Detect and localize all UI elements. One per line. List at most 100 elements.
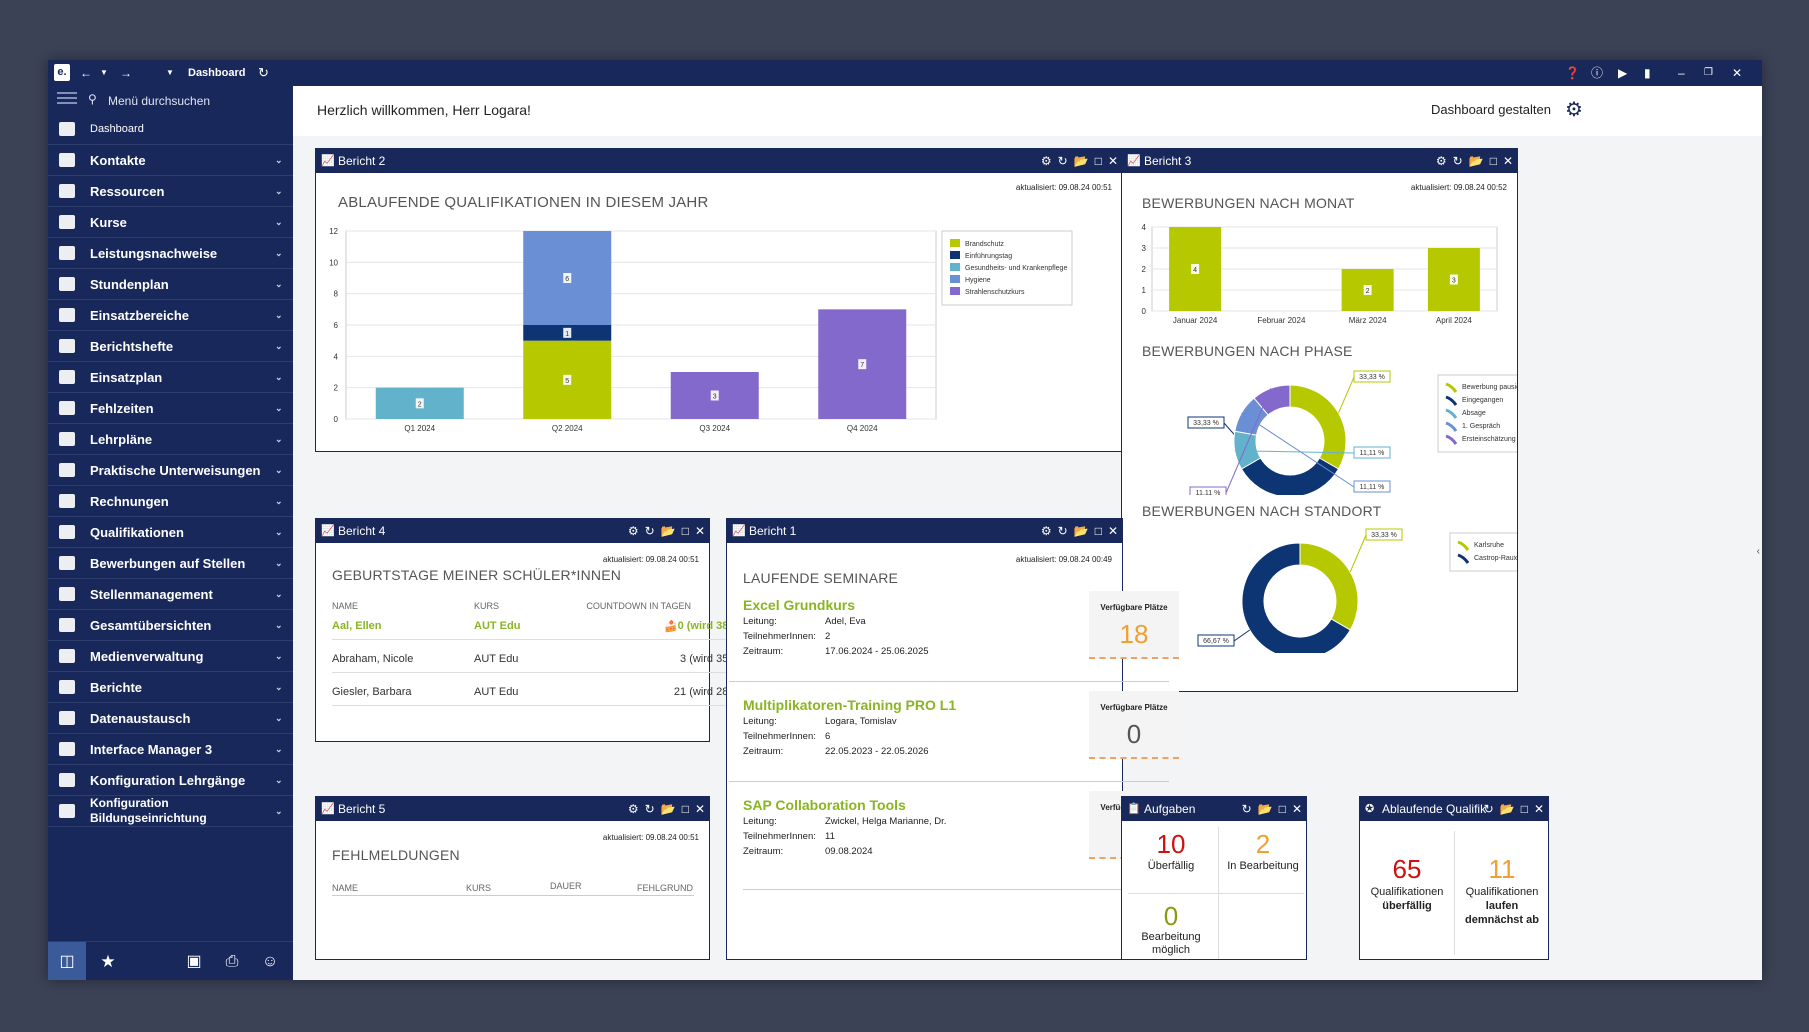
chevron-down-icon[interactable]: ⌄ xyxy=(275,309,283,320)
contact-card-icon[interactable]: ☺ xyxy=(261,953,279,970)
close-icon[interactable]: ✕ xyxy=(694,802,705,816)
sidebar-item-5[interactable]: Stundenplan ⌄ xyxy=(48,269,293,300)
close-icon[interactable]: ✕ xyxy=(1107,154,1118,168)
sidebar-item-3[interactable]: Kurse ⌄ xyxy=(48,207,293,238)
refresh-icon[interactable]: ↻ xyxy=(644,802,655,816)
sidebar-item-17[interactable]: Medienverwaltung ⌄ xyxy=(48,641,293,672)
menu-search[interactable]: ⚲ Menü durchsuchen xyxy=(48,86,293,114)
settings-icon[interactable]: ⚙ xyxy=(627,524,639,538)
seminar-item[interactable]: Multiplikatoren-Training PRO L1 Leitung: L… xyxy=(729,691,1179,789)
back-icon[interactable]: ← xyxy=(80,66,92,80)
forward-dropdown-icon[interactable]: ▼ xyxy=(166,68,174,77)
chevron-down-icon[interactable]: ⌄ xyxy=(275,464,283,475)
sidebar-item-15[interactable]: Stellenmanagement ⌄ xyxy=(48,579,293,610)
folder-icon[interactable]: 📂 xyxy=(1468,154,1484,168)
help-icon[interactable]: ❓ xyxy=(1565,66,1580,80)
back-dropdown-icon[interactable]: ▼ xyxy=(100,68,108,77)
folder-icon[interactable]: 📂 xyxy=(660,524,676,538)
close-icon[interactable]: ✕ xyxy=(1291,802,1302,816)
chevron-down-icon[interactable]: ⌄ xyxy=(275,650,283,661)
maximize-icon[interactable]: □ xyxy=(1489,154,1497,168)
folder-icon[interactable]: 📂 xyxy=(1499,802,1515,816)
panel-toggle-icon[interactable]: ◫ xyxy=(48,942,86,980)
seminar-item[interactable]: Excel Grundkurs Leitung: Adel, Eva Teilnehm… xyxy=(729,591,1179,689)
sidebar-item-16[interactable]: Gesamtübersichten ⌄ xyxy=(48,610,293,641)
tasks-possible[interactable]: 0 Bearbeitung möglich xyxy=(1141,901,1201,956)
settings-icon[interactable]: ⚙ xyxy=(1040,154,1052,168)
tasks-overdue[interactable]: 10 Überfällig xyxy=(1147,829,1195,872)
chevron-down-icon[interactable]: ⌄ xyxy=(275,774,283,785)
chevron-down-icon[interactable]: ⌄ xyxy=(275,154,283,165)
sidebar-item-11[interactable]: Praktische Unterweisungen ⌄ xyxy=(48,455,293,486)
sidebar-item-12[interactable]: Rechnungen ⌄ xyxy=(48,486,293,517)
play-icon[interactable]: ▶ xyxy=(1618,66,1628,80)
collapse-right-icon[interactable]: ‹ xyxy=(1756,546,1760,557)
seminar-item[interactable]: SAP Collaboration Tools Leitung: Zwickel, … xyxy=(743,791,1179,889)
refresh-icon[interactable]: ↻ xyxy=(1452,154,1463,168)
chevron-down-icon[interactable]: ⌄ xyxy=(275,278,283,289)
qualifications-overdue[interactable]: 65 Qualifikationen überfällig xyxy=(1370,854,1444,912)
customize-dashboard-button[interactable]: Dashboard gestalten xyxy=(1431,102,1551,117)
chevron-down-icon[interactable]: ⌄ xyxy=(275,433,283,444)
sidebar-item-22[interactable]: Konfiguration Bildungseinrichtung ⌄ xyxy=(48,796,293,827)
favorites-star-icon[interactable]: ★ xyxy=(100,952,116,971)
minimize-icon[interactable]: – xyxy=(1678,66,1685,80)
chevron-down-icon[interactable]: ⌄ xyxy=(275,495,283,506)
sidebar-item-18[interactable]: Berichte ⌄ xyxy=(48,672,293,703)
sidebar-item-21[interactable]: Konfiguration Lehrgänge ⌄ xyxy=(48,765,293,796)
seminar-title[interactable]: Excel Grundkurs xyxy=(743,597,856,613)
hamburger-icon[interactable] xyxy=(57,92,77,94)
restore-icon[interactable]: ❐ xyxy=(1704,67,1713,78)
table-row[interactable]: Giesler, Barbara AUT Edu 21 (wird 28) xyxy=(332,677,757,706)
print-icon[interactable]: ⎙ xyxy=(225,953,239,970)
chevron-down-icon[interactable]: ⌄ xyxy=(275,557,283,568)
folder-icon[interactable]: 📂 xyxy=(1073,154,1089,168)
sidebar-item-1[interactable]: Kontakte ⌄ xyxy=(48,145,293,176)
chevron-down-icon[interactable]: ⌄ xyxy=(275,619,283,630)
close-icon[interactable]: ✕ xyxy=(694,524,705,538)
chevron-down-icon[interactable]: ⌄ xyxy=(275,526,283,537)
close-icon[interactable]: ✕ xyxy=(1502,154,1513,168)
table-row[interactable]: Abraham, Nicole AUT Edu 3 (wird 35) xyxy=(332,644,757,673)
settings-icon[interactable]: ⚙ xyxy=(1040,524,1052,538)
chevron-down-icon[interactable]: ⌄ xyxy=(275,247,283,258)
signal-icon[interactable]: ▮ xyxy=(1644,66,1651,80)
refresh-icon[interactable]: ↻ xyxy=(1057,524,1068,538)
sidebar-item-13[interactable]: Qualifikationen ⌄ xyxy=(48,517,293,548)
refresh-icon[interactable]: ↻ xyxy=(258,65,269,80)
chevron-down-icon[interactable]: ⌄ xyxy=(275,588,283,599)
close-icon[interactable]: ✕ xyxy=(1107,524,1118,538)
screen-search-icon[interactable]: ▣ xyxy=(186,953,202,970)
folder-icon[interactable]: 📂 xyxy=(660,802,676,816)
maximize-icon[interactable]: □ xyxy=(1094,524,1102,538)
sidebar-item-7[interactable]: Berichtshefte ⌄ xyxy=(48,331,293,362)
customize-gear-icon[interactable]: ⚙ xyxy=(1565,99,1583,121)
chevron-down-icon[interactable]: ⌄ xyxy=(275,402,283,413)
sidebar-item-2[interactable]: Ressourcen ⌄ xyxy=(48,176,293,207)
chevron-down-icon[interactable]: ⌄ xyxy=(275,805,283,816)
seminar-title[interactable]: SAP Collaboration Tools xyxy=(743,797,906,813)
seminar-title[interactable]: Multiplikatoren-Training PRO L1 xyxy=(743,697,957,713)
chevron-down-icon[interactable]: ⌄ xyxy=(275,216,283,227)
maximize-icon[interactable]: □ xyxy=(1520,802,1528,816)
info-icon[interactable]: ⓘ xyxy=(1591,66,1604,80)
refresh-icon[interactable]: ↻ xyxy=(1483,802,1494,816)
chevron-down-icon[interactable]: ⌄ xyxy=(275,712,283,723)
qualifications-expiring-soon[interactable]: 11 Qualifikationen laufen demnächst ab xyxy=(1465,854,1539,926)
chevron-down-icon[interactable]: ⌄ xyxy=(275,681,283,692)
maximize-icon[interactable]: □ xyxy=(681,802,689,816)
sidebar-item-20[interactable]: Interface Manager 3 ⌄ xyxy=(48,734,293,765)
tasks-in-progress[interactable]: 2 In Bearbeitung xyxy=(1227,829,1299,872)
sidebar-item-6[interactable]: Einsatzbereiche ⌄ xyxy=(48,300,293,331)
chevron-down-icon[interactable]: ⌄ xyxy=(275,340,283,351)
sidebar-item-4[interactable]: Leistungsnachweise ⌄ xyxy=(48,238,293,269)
refresh-icon[interactable]: ↻ xyxy=(1057,154,1068,168)
refresh-icon[interactable]: ↻ xyxy=(1241,802,1252,816)
forward-icon[interactable]: → xyxy=(120,66,132,80)
chevron-down-icon[interactable]: ⌄ xyxy=(275,743,283,754)
folder-icon[interactable]: 📂 xyxy=(1073,524,1089,538)
table-row[interactable]: Aal, Ellen AUT Edu 🍰 0 (wird 38) ● xyxy=(332,611,757,640)
maximize-icon[interactable]: □ xyxy=(1094,154,1102,168)
settings-icon[interactable]: ⚙ xyxy=(1435,154,1447,168)
close-icon[interactable]: ✕ xyxy=(1732,66,1743,80)
